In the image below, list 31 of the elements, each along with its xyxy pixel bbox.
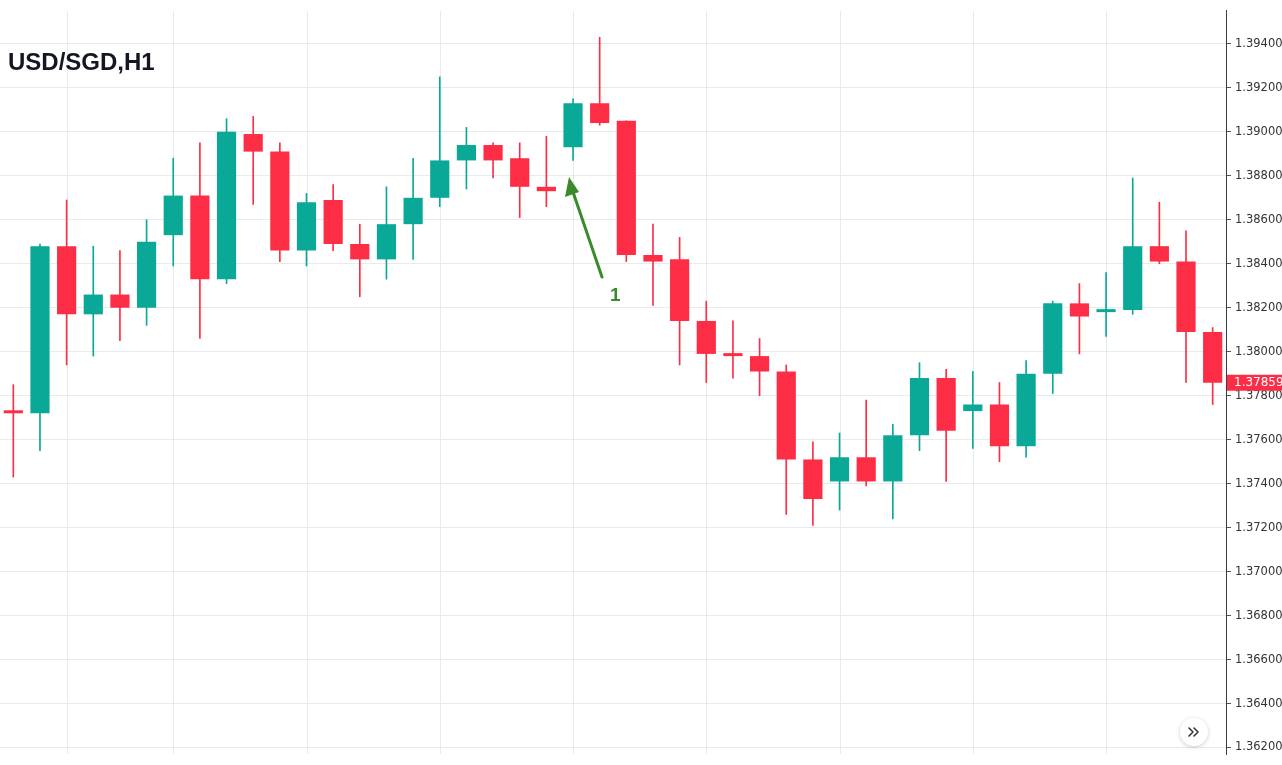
- y-tick-label: 1.36600: [1235, 651, 1282, 666]
- candlestick: [1096, 272, 1116, 337]
- y-tick-label: 1.38400: [1235, 255, 1282, 270]
- y-tick-label: 1.36400: [1235, 695, 1282, 710]
- y-tick-label: 1.38600: [1235, 211, 1282, 226]
- text: 1.37859: [1234, 374, 1282, 389]
- candlestick: [590, 36, 610, 126]
- y-tick-label: 1.38200: [1235, 299, 1282, 314]
- candlestick: [243, 116, 263, 205]
- y-tick-label: 1.37400: [1235, 475, 1282, 490]
- candlestick: [643, 223, 663, 306]
- candlestick: [110, 250, 130, 342]
- text: USD/SGD,H1: [8, 48, 155, 76]
- y-tick-label: 1.37200: [1235, 519, 1282, 534]
- y-tick-label: 1.38800: [1235, 167, 1282, 182]
- annotation: 1: [610, 284, 621, 306]
- y-tick-label: 1.37000: [1235, 563, 1282, 578]
- y-tick-label: 1.37600: [1235, 431, 1282, 446]
- candlestick: [83, 245, 103, 357]
- y-tick-label: 1.39400: [1235, 35, 1282, 50]
- candlestick: [3, 384, 23, 478]
- y-tick-label: 1.38000: [1235, 343, 1282, 358]
- candlestick: [403, 157, 423, 260]
- y-tick-label: 1.36200: [1235, 739, 1282, 754]
- y-tick-label: 1.36800: [1235, 607, 1282, 622]
- candlestick: [963, 371, 983, 449]
- candlestick: [723, 320, 743, 379]
- y-tick-label: 1.39200: [1235, 79, 1282, 94]
- y-tick-label: 1.37800: [1235, 387, 1282, 402]
- candlestick: [350, 223, 370, 298]
- y-tick-label: 1.39000: [1235, 123, 1282, 138]
